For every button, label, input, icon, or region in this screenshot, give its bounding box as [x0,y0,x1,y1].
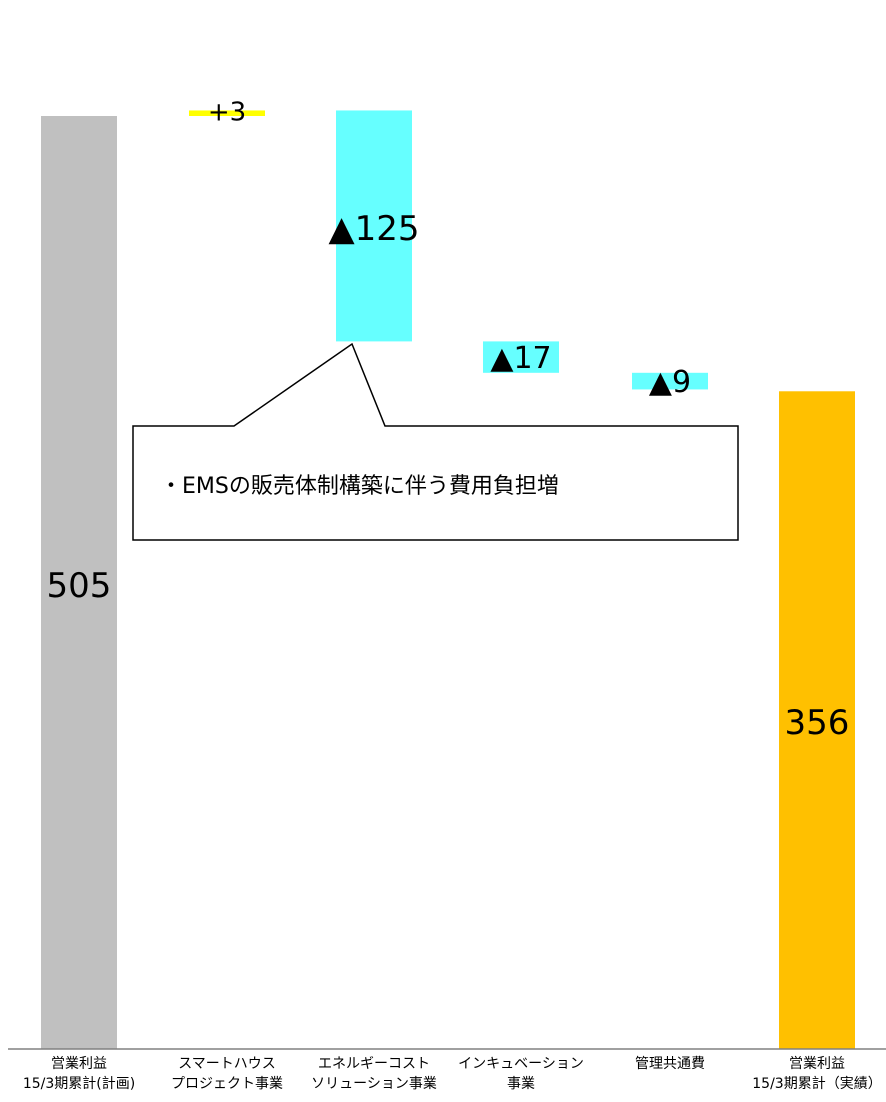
category-label-line: 15/3期累計(計画) [22,1076,136,1092]
category-label-0: 営業利益 15/3期累計(計画) [4,1054,154,1094]
bars-group [41,110,855,1049]
category-label-2: エネルギーコスト ソリューション事業 [299,1054,449,1094]
category-label-line [595,1074,745,1094]
category-label-line: 営業利益 [51,1056,107,1072]
category-label-line: インキュベーション [458,1056,584,1072]
bar-5 [779,391,855,1049]
bar-2 [336,110,412,342]
bar-4 [632,372,708,390]
category-label-line: プロジェクト事業 [171,1076,283,1092]
category-label-line: 管理共通費 [635,1056,705,1072]
category-label-line: 営業利益 [789,1056,845,1072]
data-label-3: ▲17 [490,341,551,376]
data-label-5: 356 [785,703,850,743]
category-label-line: 15/3期累計（実績） [752,1076,882,1092]
data-label-2: ▲125 [328,209,419,249]
category-label-3: インキュベーション 事業 [446,1054,596,1094]
callout-box [132,342,739,541]
category-label-line: ソリューション事業 [311,1076,437,1092]
category-label-line: エネルギーコスト [318,1056,430,1072]
data-label-1: +3 [208,97,246,127]
category-label-4: 管理共通費 [595,1054,745,1094]
bar-1 [189,110,265,116]
category-label-line: スマートハウス [178,1056,276,1072]
data-label-4: ▲9 [649,365,691,400]
bar-3 [483,341,559,373]
category-label-1: スマートハウス プロジェクト事業 [152,1054,302,1094]
data-labels-group: 505 +3 ▲125 ▲17 ▲9 356 [47,97,850,743]
callout-annotation: ・EMSの販売体制構築に伴う費用負担増 [160,474,559,499]
category-label-line: 事業 [507,1076,535,1092]
bar-0 [41,116,117,1049]
category-label-5: 営業利益 15/3期累計（実績） [742,1054,886,1094]
data-label-0: 505 [47,566,112,606]
